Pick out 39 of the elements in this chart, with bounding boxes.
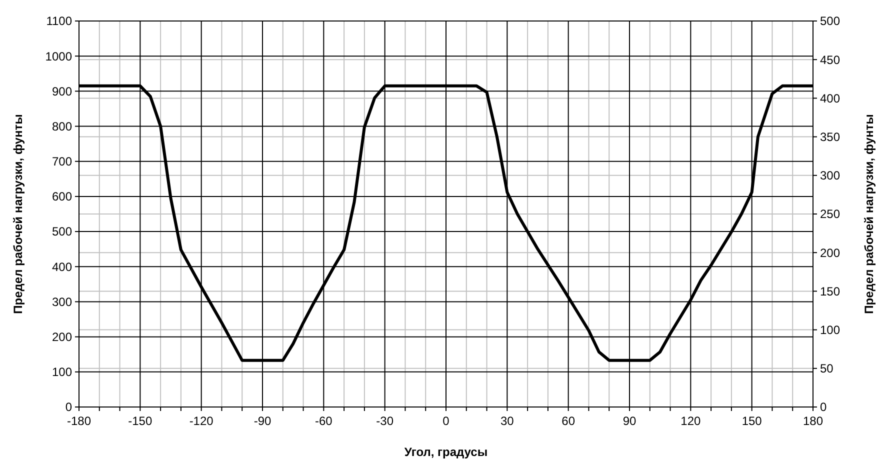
y-axis-title: Предел рабочей нагрузки, фунты — [11, 114, 25, 314]
y-tick-label: 400 — [52, 260, 72, 274]
x-tick-label: -30 — [376, 414, 394, 428]
y-tick-label: 900 — [52, 84, 72, 98]
y2-axis-title: Предел рабочей нагрузки, фунты — [862, 114, 876, 314]
x-tick-label: 120 — [680, 414, 701, 428]
x-tick-label: -150 — [128, 414, 152, 428]
y-tick-label: 0 — [65, 400, 72, 414]
y-tick-label: 100 — [52, 365, 72, 380]
x-tick-label: -90 — [254, 414, 272, 428]
x-tick-label: 60 — [562, 414, 576, 428]
y-tick-label: 800 — [52, 119, 72, 134]
y-tick-label: 500 — [52, 224, 72, 239]
y2-tick-label: 350 — [820, 130, 840, 144]
y2-tick-label: 500 — [820, 14, 840, 28]
y-tick-label: 200 — [52, 330, 72, 344]
x-tick-label: 0 — [442, 414, 450, 428]
y-tick-label: 600 — [52, 190, 72, 204]
y-tick-label: 300 — [52, 294, 72, 309]
y2-tick-label: 400 — [820, 91, 840, 106]
x-tick-label: -120 — [189, 414, 214, 428]
x-tick-label: -60 — [314, 414, 333, 428]
y2-tick-label: 250 — [820, 207, 840, 222]
x-tick-label: 90 — [622, 414, 636, 428]
y-tick-label: 1000 — [45, 49, 72, 64]
y2-tick-label: 150 — [820, 284, 840, 298]
y2-tick-label: 300 — [820, 168, 840, 183]
y2-tick-label: 450 — [820, 52, 840, 67]
y2-tick-label: 50 — [820, 362, 834, 376]
x-tick-label: 180 — [802, 414, 824, 428]
x-tick-label: -180 — [66, 414, 92, 428]
y-tick-label: 700 — [52, 154, 72, 169]
y2-tick-label: 100 — [820, 323, 840, 337]
x-tick-label: 150 — [742, 414, 762, 428]
y2-tick-label: 0 — [820, 400, 827, 414]
x-axis-title: Угол, градусы — [404, 445, 488, 459]
y2-tick-label: 200 — [820, 246, 840, 260]
y-tick-label: 1100 — [46, 14, 72, 28]
x-tick-label: 30 — [500, 414, 514, 428]
